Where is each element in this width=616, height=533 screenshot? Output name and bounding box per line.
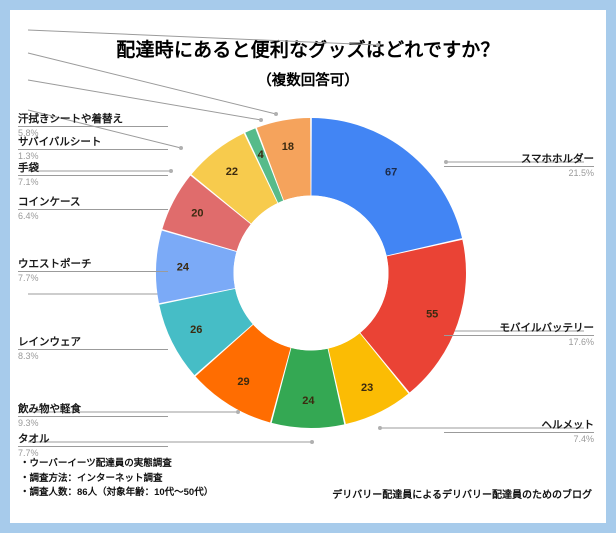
slice-value-drinks-snacks: 29 [237, 376, 249, 388]
callout-label-survival-sheet: サバイバルシート [18, 136, 168, 151]
slice-mobile-battery[interactable] [360, 239, 467, 393]
callout-helmet[interactable]: ヘルメット 7.4% [444, 419, 594, 445]
callout-mobile-battery[interactable]: モバイルバッテリー 17.6% [444, 322, 594, 348]
callout-percent-coin-case: 6.4% [18, 211, 39, 222]
slice-value-labels: 67 55 23 24 29 26 24 20 22 4 18 [177, 141, 439, 407]
footer-note-survey-sample: ・調査人数：86人（対象年齢：10代～50代） [20, 487, 214, 499]
callout-percent-smartphone-holder: 21.5% [568, 168, 594, 179]
callout-label-gloves: 手袋 [18, 162, 168, 177]
slice-value-smartphone-holder: 67 [385, 167, 397, 179]
slice-value-gloves: 22 [226, 166, 238, 178]
callout-percent-sweat-wipes-change: 5.8% [18, 128, 39, 139]
callout-label-coin-case: コインケース [18, 196, 168, 211]
callout-survival-sheet[interactable]: サバイバルシート 1.3% [18, 136, 168, 162]
frame-border-bottom [0, 523, 616, 533]
callout-percent-drinks-snacks: 9.3% [18, 418, 39, 429]
callout-coin-case[interactable]: コインケース 6.4% [18, 196, 168, 222]
slice-gloves[interactable] [191, 133, 278, 224]
chart-subtitle: （複数回答可） [257, 72, 359, 89]
slice-value-waist-pouch: 24 [177, 262, 190, 274]
callout-sweat-wipes-change[interactable]: 汗拭きシートや着替え 5.8% [18, 113, 168, 139]
callout-towel[interactable]: タオル 7.7% [18, 433, 168, 459]
callout-drinks-snacks[interactable]: 飲み物や軽食 9.3% [18, 403, 168, 429]
callout-label-mobile-battery: モバイルバッテリー [444, 322, 594, 337]
slice-survival-sheet[interactable] [245, 128, 284, 203]
callout-percent-gloves: 7.1% [18, 177, 39, 188]
slice-rainwear[interactable] [159, 288, 253, 376]
slice-value-helmet: 23 [361, 382, 373, 394]
callout-percent-rainwear: 8.3% [18, 351, 39, 362]
frame-border-top [0, 0, 616, 10]
chart-canvas: 配達時にあると便利なグッズはどれですか？ （複数回答可） [10, 10, 606, 523]
footer-note-survey-method: ・調査方法：インターネット調査 [20, 472, 163, 484]
callout-gloves[interactable]: 手袋 7.1% [18, 162, 168, 188]
slice-value-mobile-battery: 55 [426, 309, 438, 321]
callout-rainwear[interactable]: レインウェア 8.3% [18, 336, 168, 362]
callout-percent-towel: 7.7% [18, 448, 39, 459]
callout-smartphone-holder[interactable]: スマホホルダー 21.5% [444, 153, 594, 179]
slice-value-towel: 24 [302, 395, 315, 407]
slice-value-rainwear: 26 [190, 324, 202, 336]
slice-value-coin-case: 20 [191, 207, 203, 219]
donut-chart: 67 55 23 24 29 26 24 20 22 4 18 [146, 108, 476, 438]
slice-towel[interactable] [271, 347, 345, 429]
callout-label-smartphone-holder: スマホホルダー [444, 153, 594, 168]
callout-percent-helmet: 7.4% [573, 434, 594, 445]
donut-svg: 67 55 23 24 29 26 24 20 22 4 18 [156, 118, 467, 429]
donut-hole [233, 195, 389, 351]
callout-label-drinks-snacks: 飲み物や軽食 [18, 403, 168, 418]
slice-sweat-wipes-change[interactable] [256, 118, 311, 201]
title-block: 配達時にあると便利なグッズはどれですか？ （複数回答可） [10, 40, 606, 90]
callout-label-waist-pouch: ウエストポーチ [18, 258, 168, 273]
footer-notes: ・ウーバーイーツ配達員の実態調査 ・調査方法：インターネット調査 ・調査人数：8… [20, 457, 213, 501]
callout-label-rainwear: レインウェア [18, 336, 168, 351]
callout-label-sweat-wipes-change: 汗拭きシートや着替え [18, 113, 168, 128]
callout-waist-pouch[interactable]: ウエストポーチ 7.7% [18, 258, 168, 284]
slice-value-sweat-wipes-change: 18 [282, 141, 294, 153]
callout-percent-mobile-battery: 17.6% [568, 337, 594, 348]
slice-value-survival-sheet: 4 [258, 149, 265, 161]
footer-note-survey-subject: ・ウーバーイーツ配達員の実態調査 [20, 457, 172, 469]
callout-percent-waist-pouch: 7.7% [18, 273, 39, 284]
callout-label-towel: タオル [18, 433, 168, 448]
callout-percent-survival-sheet: 1.3% [18, 151, 39, 162]
frame-border-right [606, 0, 616, 533]
slice-helmet[interactable] [328, 333, 409, 425]
slice-coin-case[interactable] [162, 175, 251, 252]
frame-border-left [0, 0, 10, 533]
slice-waist-pouch[interactable] [156, 230, 237, 304]
chart-title: 配達時にあると便利なグッズはどれですか？ [116, 40, 500, 61]
slice-drinks-snacks[interactable] [195, 324, 291, 423]
slice-smartphone-holder[interactable] [311, 118, 463, 256]
callout-label-helmet: ヘルメット [444, 419, 594, 434]
donut-slices [156, 118, 467, 429]
footer-brand-tagline: デリバリー配達員によるデリバリー配達員のためのブログ [332, 490, 592, 501]
